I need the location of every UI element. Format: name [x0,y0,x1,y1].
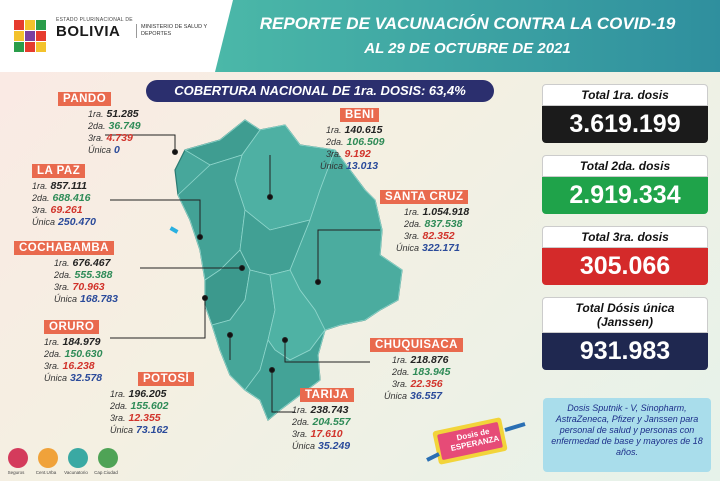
title-band: REPORTE DE VACUNACIÓN CONTRA LA COVID-19… [215,0,720,72]
dose3-value: 9.192 [344,148,371,160]
header: ESTADO PLURINACIONAL DE BOLIVIA MINISTER… [0,0,720,72]
single-dose-value: 250.470 [58,216,96,228]
total-first-label: Total 1ra. dosis [542,84,708,106]
dose1-value: 676.467 [72,257,111,269]
dept-cochabamba: COCHABAMBA 1ra. 676.467 2da. 555.388 3ra. 7… [14,241,118,305]
bottom-label: Cent.Urba [35,470,57,475]
ministry-label: MINISTERIO DE SALUD Y DEPORTES [136,24,216,38]
dept-name: TARIJA [300,388,354,402]
logo-subtitle: ESTADO PLURINACIONAL DE [56,17,133,23]
single-dose-value: 32.578 [70,372,103,384]
totals-panel: Total 1ra. dosis 3.619.199 Total 2da. do… [540,84,710,382]
logo-title: BOLIVIA [56,23,121,40]
total-second-label: Total 2da. dosis [542,155,708,177]
dept-pando: PANDO 1ra. 51.285 2da. 36.749 3ra. 4.739 Ún… [58,92,141,156]
dose2-value: 36.749 [108,120,141,132]
dose3-value: 69.261 [50,204,83,216]
dose2-value: 150.630 [64,348,103,360]
total-third-value: 305.066 [542,248,708,285]
total-second-value: 2.919.334 [542,177,708,214]
coverage-banner: COBERTURA NACIONAL DE 1ra. DOSIS: 63,4% [146,80,494,102]
seguros-icon [8,448,28,468]
dept-potosi: POTOSÍ 1ra. 196.205 2da. 155.602 3ra. 12.35… [110,372,195,436]
dept-santa-cruz: SANTA CRUZ 1ra. 1.054.918 2da. 837.538 3ra… [380,190,469,254]
dose2-value: 555.388 [74,269,113,281]
total-single-value: 931.983 [542,333,708,370]
bottom-labels: Seguros Cent.Urba Vacunatorio Cap.Ciudad [4,470,118,475]
single-dose-value: 73.162 [136,424,169,436]
dept-la-paz: LA PAZ 1ra. 857.111 2da. 688.416 3ra. 69.26… [32,164,96,228]
dept-name: PANDO [58,92,112,106]
dose1-value: 51.285 [106,108,139,120]
dose2-value: 204.557 [312,416,351,428]
total-third-label: Total 3ra. dosis [542,226,708,248]
single-dose-value: 35.249 [318,440,351,452]
dept-tarija: TARIJA 1ra. 238.743 2da. 204.557 3ra. 17.61… [292,388,354,452]
dept-name: LA PAZ [32,164,86,178]
dose1-value: 218.876 [410,354,449,366]
bottom-label: Seguros [7,470,25,475]
single-dose-value: 168.783 [80,293,118,305]
city-icon [98,448,118,468]
dose3-value: 70.963 [72,281,105,293]
dose1-value: 1.054.918 [422,206,470,218]
dose3-value: 22.356 [410,378,443,390]
dose1-value: 238.743 [310,404,349,416]
dose2-value: 837.538 [424,218,463,230]
single-dose-value: 322.171 [422,242,460,254]
single-dose-value: 0 [114,144,120,156]
dose1-value: 140.615 [344,124,383,136]
dose1-value: 184.979 [62,336,101,348]
dose3-value: 82.352 [422,230,455,242]
page-date: AL 29 DE OCTUBRE DE 2021 [364,40,571,57]
dose3-value: 17.610 [310,428,343,440]
bolivia-emblem-icon [8,14,52,58]
dose3-value: 4.739 [106,132,133,144]
dose2-value: 183.945 [412,366,451,378]
dept-beni: BENI 1ra. 140.615 2da. 106.509 3ra. 9.192 Ú… [320,108,385,172]
logo-text: ESTADO PLURINACIONAL DE BOLIVIA [56,17,133,40]
bottom-label: Cap.Ciudad [94,470,118,475]
dose2-value: 155.602 [130,400,169,412]
dept-name: CHUQUISACA [370,338,463,352]
dept-name: SANTA CRUZ [380,190,469,204]
dept-name: BENI [340,108,380,122]
dept-oruro: ORURO 1ra. 184.979 2da. 150.630 3ra. 16.238… [44,320,103,384]
dose2-value: 688.416 [52,192,91,204]
dept-name: ORURO [44,320,100,334]
dept-name: COCHABAMBA [14,241,114,255]
esperanza-badge: Dosis de ESPERANZA [425,410,530,472]
dose3-value: 16.238 [62,360,95,372]
dose1-value: 196.205 [128,388,167,400]
single-dose-value: 13.013 [346,160,379,172]
total-single-label: Total Dósis única (Janssen) [542,297,708,333]
dose2-value: 106.509 [346,136,385,148]
vaccine-note: Dosis Sputnik - V, Sinopharm, AstraZenec… [543,398,711,472]
dose1-value: 857.111 [50,180,87,192]
total-first-value: 3.619.199 [542,106,708,143]
bottom-icons [8,448,118,468]
single-dose-value: 36.557 [410,390,443,402]
bottom-label: Vacunatorio [64,470,88,475]
dept-chuquisaca: CHUQUISACA 1ra. 218.876 2da. 183.945 3ra. 2… [370,338,463,402]
dept-name: POTOSÍ [138,372,195,386]
page-title: REPORTE DE VACUNACIÓN CONTRA LA COVID-19 [259,14,676,33]
health-center-icon [38,448,58,468]
vaccine-center-icon [68,448,88,468]
dose3-value: 12.355 [128,412,161,424]
